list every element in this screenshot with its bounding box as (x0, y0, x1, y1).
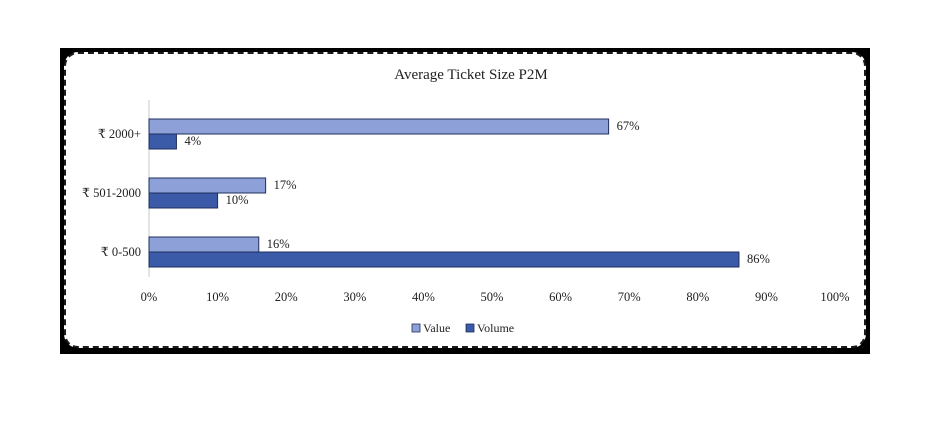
category-label: ₹ 501-2000 (82, 186, 141, 200)
x-tick-label: 10% (206, 290, 229, 304)
category-label: ₹ 2000+ (98, 127, 141, 141)
data-label: 17% (274, 178, 297, 192)
x-tick-label: 60% (549, 290, 572, 304)
data-label: 4% (184, 134, 201, 148)
x-tick-label: 90% (755, 290, 778, 304)
chart-frame (60, 48, 870, 354)
x-tick-label: 50% (481, 290, 504, 304)
legend-swatch-value (411, 323, 421, 333)
bar-value (148, 177, 267, 194)
bars-layer: 67% 17% 16% 4% 10% 86% (148, 118, 770, 268)
bar-volume (148, 192, 219, 209)
legend-label-value: Value (423, 321, 450, 335)
bar-value (148, 236, 260, 253)
chart-title: Average Ticket Size P2M (394, 67, 547, 83)
data-label: 67% (617, 119, 640, 133)
x-tick-label: 0% (141, 290, 158, 304)
legend: Value Volume (411, 321, 514, 335)
legend-swatch-volume (465, 323, 475, 333)
bar-volume (148, 133, 177, 150)
x-tick-label: 20% (275, 290, 298, 304)
x-tick-label: 30% (343, 290, 366, 304)
x-tick-label: 70% (618, 290, 641, 304)
data-label: 86% (747, 252, 770, 266)
axis-layer: 0% 10% 20% 30% 40% 50% 60% 70% 80% 90% 100% ₹ 2000+… (82, 100, 850, 304)
bar-volume (148, 251, 740, 268)
x-tick-label: 40% (412, 290, 435, 304)
x-tick-label: 100% (820, 290, 849, 304)
data-label: 16% (267, 237, 290, 251)
data-label: 10% (226, 193, 249, 207)
legend-label-volume: Volume (477, 321, 514, 335)
bar-value (148, 118, 610, 135)
x-tick-label: 80% (686, 290, 709, 304)
category-label: ₹ 0-500 (101, 245, 141, 259)
